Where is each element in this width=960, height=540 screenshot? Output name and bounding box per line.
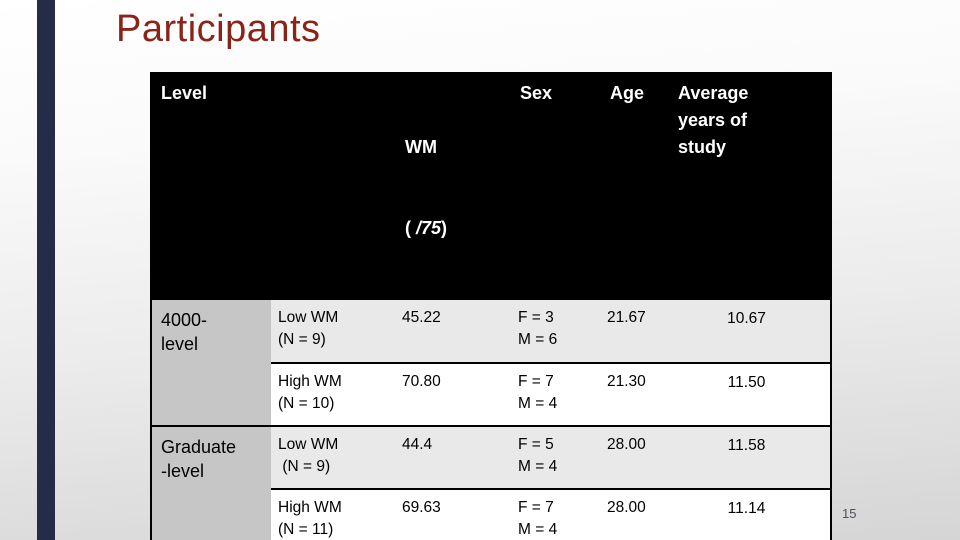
table-row: High WM (N = 10) 70.80 F = 7 M = 4 21.30…: [151, 362, 831, 426]
page-number: 15: [842, 506, 857, 521]
column-header-avg-years: Average years of study: [669, 72, 831, 300]
level-cell-4000: 4000- level: [151, 300, 271, 426]
wm-header-line2: ( /75): [405, 218, 448, 238]
column-header-age: Age: [601, 72, 669, 300]
column-header-wm: WM ( /75): [396, 72, 511, 300]
sex-cell: F = 3 M = 6: [511, 300, 601, 363]
subgroup-cell: Low WM (N = 9): [271, 425, 396, 489]
avg-years-cell: 11.50: [669, 362, 831, 426]
wm-header-line1: WM: [405, 137, 437, 157]
column-header-level: Level: [151, 72, 396, 300]
table-row: 4000- level Low WM (N = 9) 45.22 F = 3 M…: [151, 300, 831, 426]
avg-years-cell: 10.67: [669, 300, 831, 363]
column-header-sex: Sex: [511, 72, 601, 300]
page-title: Participants: [116, 8, 321, 50]
level-cell-graduate: Graduate -level: [151, 425, 271, 540]
age-cell: 21.30: [601, 362, 669, 426]
table-row: Graduate -level Low WM (N = 9) 44.4 F = …: [151, 425, 831, 540]
sex-cell: F = 7 M = 4: [511, 362, 601, 426]
sex-cell: F = 5 M = 4: [511, 425, 601, 489]
participants-table: Level WM ( /75) Sex Age Average years of…: [150, 72, 832, 540]
subgroup-cell: High WM (N = 10): [271, 362, 396, 426]
wm-score-cell: 44.4: [396, 425, 511, 489]
wm-score-cell: 45.22: [396, 300, 511, 363]
avg-years-cell: 11.14: [669, 488, 831, 540]
subgroup-cell: Low WM (N = 9): [271, 300, 396, 363]
subgroup-cell: High WM (N = 11): [271, 488, 396, 540]
wm-score-cell: 69.63: [396, 488, 511, 540]
age-cell: 28.00: [601, 425, 669, 489]
accent-bar: [37, 0, 55, 540]
wm-score-cell: 70.80: [396, 362, 511, 426]
avg-years-cell: 11.58: [669, 425, 831, 489]
age-cell: 28.00: [601, 488, 669, 540]
table-row: High WM (N = 11) 69.63 F = 7 M = 4 28.00…: [151, 488, 831, 540]
sex-cell: F = 7 M = 4: [511, 488, 601, 540]
age-cell: 21.67: [601, 300, 669, 363]
table-header-row: Level WM ( /75) Sex Age Average years of…: [151, 72, 831, 300]
